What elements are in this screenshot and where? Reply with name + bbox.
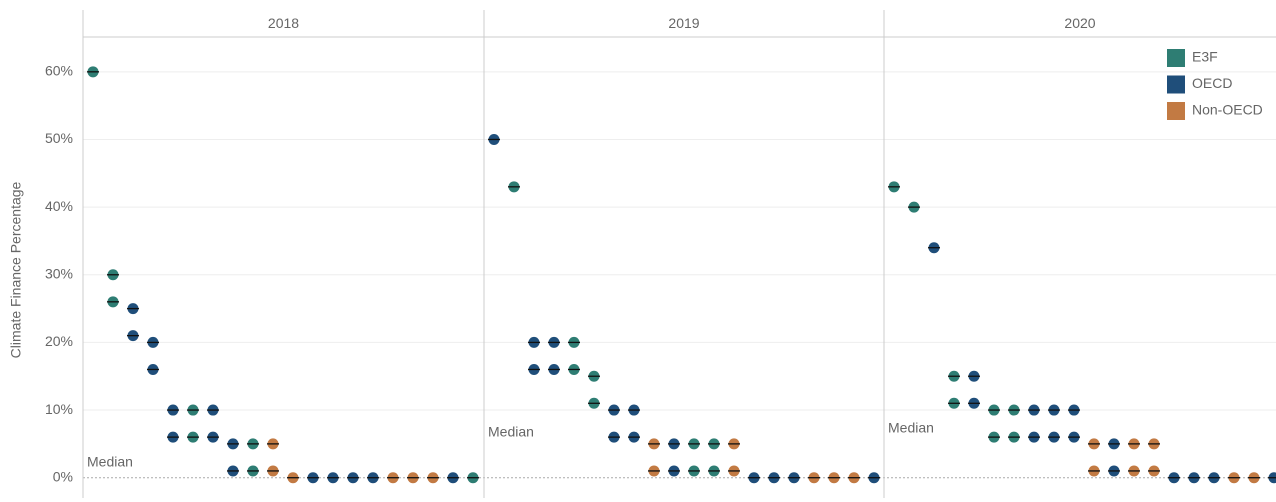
panel-title: 2020	[1064, 15, 1095, 31]
panel-title: 2019	[668, 15, 699, 31]
legend-label: E3F	[1192, 49, 1218, 65]
median-label: Median	[488, 424, 534, 440]
y-tick-label: 0%	[53, 468, 73, 484]
y-tick-label: 60%	[45, 63, 73, 79]
y-tick-label: 50%	[45, 130, 73, 146]
legend-swatch	[1167, 75, 1185, 94]
legend-label: Non-OECD	[1192, 102, 1263, 118]
median-label: Median	[87, 454, 133, 470]
y-tick-label: 10%	[45, 401, 73, 417]
y-tick-label: 30%	[45, 265, 73, 281]
y-tick-label: 40%	[45, 198, 73, 214]
legend-swatch	[1167, 49, 1185, 67]
y-tick-label: 20%	[45, 333, 73, 349]
legend-swatch	[1167, 102, 1185, 120]
median-label: Median	[888, 420, 934, 436]
panel-title: 2018	[268, 15, 299, 31]
legend-label: OECD	[1192, 75, 1232, 91]
y-axis-label: Climate Finance Percentage	[8, 181, 24, 358]
